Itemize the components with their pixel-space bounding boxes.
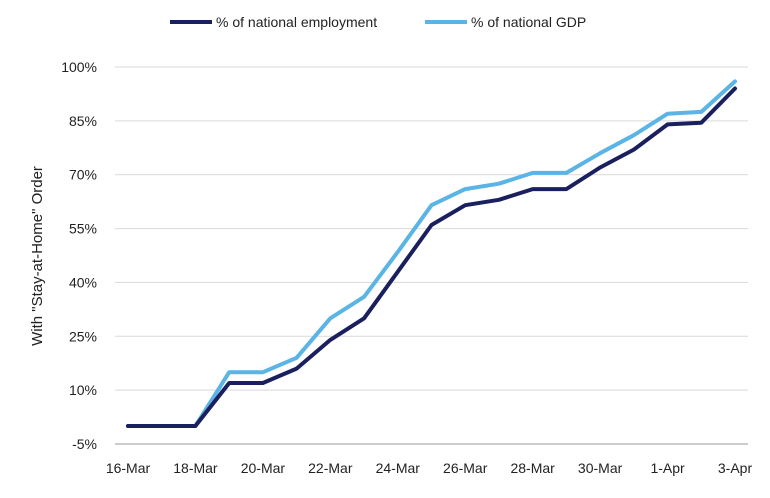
legend-label: % of national employment (216, 14, 377, 30)
x-tick-label: 1-Apr (650, 460, 685, 476)
y-tick-label: 10% (69, 382, 97, 398)
y-tick-label: 70% (69, 167, 97, 183)
legend: % of national employment % of national GD… (170, 14, 586, 30)
series-line-gdp (126, 79, 737, 428)
y-tick-label: 85% (69, 113, 97, 129)
series-line-employment (126, 86, 737, 428)
gridlines (115, 66, 748, 391)
x-tick-label: 30-Mar (578, 460, 623, 476)
x-tick-label: 16-Mar (106, 460, 151, 476)
x-tick-label: 28-Mar (510, 460, 555, 476)
y-tick-label: 40% (69, 274, 97, 290)
y-tick-labels: -5% 10% 25% 40% 55% 70% 85% 100% (61, 59, 97, 452)
x-tick-labels: 16-Mar 18-Mar 20-Mar 22-Mar 24-Mar 26-Mar 28-M… (106, 460, 753, 476)
x-tick-label: 24-Mar (376, 460, 421, 476)
x-tick-label: 18-Mar (173, 460, 218, 476)
x-tick-label: 26-Mar (443, 460, 488, 476)
y-tick-label: -5% (72, 436, 97, 452)
legend-label: % of national GDP (471, 14, 586, 30)
y-tick-label: 25% (69, 328, 97, 344)
y-tick-label: 100% (61, 59, 97, 75)
x-tick-label: 22-Mar (308, 460, 353, 476)
y-tick-label: 55% (69, 221, 97, 237)
x-tick-label: 3-Apr (718, 460, 753, 476)
series-lines (126, 79, 737, 428)
x-tick-label: 20-Mar (241, 460, 286, 476)
y-axis-label: With "Stay-at-Home" Order (29, 166, 46, 346)
